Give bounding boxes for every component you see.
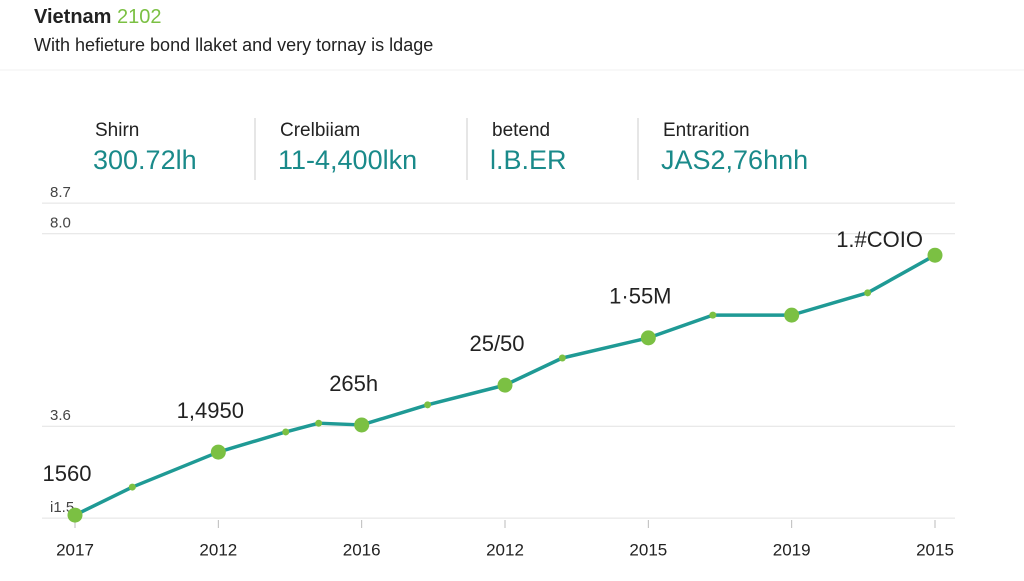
- point: [315, 419, 323, 427]
- value-label: 1,4950: [177, 398, 244, 423]
- y-tick-label: i1.5: [50, 499, 74, 516]
- kpi-value: 11-4,400lkn: [278, 145, 417, 175]
- point: [354, 417, 370, 433]
- value-label: 1.#COIO: [836, 227, 923, 252]
- point: [640, 330, 656, 346]
- point: [864, 289, 872, 297]
- kpi-label: Crelbiiam: [280, 120, 360, 141]
- point: [709, 311, 717, 319]
- point: [497, 377, 513, 393]
- x-tick-label: 2012: [486, 540, 524, 559]
- kpi-value: JAS2,76hnh: [661, 145, 808, 175]
- value-label: 25/50: [469, 331, 524, 356]
- point: [927, 247, 943, 263]
- point: [67, 507, 83, 523]
- point: [210, 444, 226, 460]
- title-main: Vietnam: [34, 6, 111, 28]
- y-tick-label: 8.0: [50, 215, 71, 232]
- title-accent: 2102: [117, 6, 162, 28]
- line: [74, 253, 936, 517]
- title: Vietnam 2102: [34, 6, 162, 28]
- point: [558, 354, 566, 362]
- point: [282, 428, 290, 436]
- point: [128, 483, 136, 491]
- y-tick-label: 3.6: [50, 407, 71, 424]
- y-tick-label: 8.7: [50, 184, 71, 201]
- point: [784, 307, 800, 323]
- value-label: 1·55M: [609, 284, 671, 309]
- kpi-label: Entrarition: [663, 120, 750, 141]
- x-tick-label: 2015: [916, 540, 954, 559]
- x-tick-label: 2015: [629, 540, 667, 559]
- x-tick-label: 2012: [199, 540, 237, 559]
- x-tick-label: 2019: [773, 540, 811, 559]
- point: [424, 401, 432, 409]
- kpi-value: 300.72lh: [93, 145, 197, 175]
- value-label: 1560: [43, 461, 92, 486]
- kpi-row: Shirn 300.72lh Crelbiiam 11-4,400lkn betend l…: [93, 118, 808, 180]
- kpi-label: Shirn: [95, 120, 139, 141]
- kpi-value: l.B.ER: [490, 145, 567, 175]
- x-tick-label: 2017: [56, 540, 94, 559]
- kpi-label: betend: [492, 120, 550, 141]
- subtitle: With hefieture bond llaket and very torn…: [34, 35, 433, 55]
- x-tick-label: 2016: [343, 540, 381, 559]
- value-label: 265h: [329, 371, 378, 396]
